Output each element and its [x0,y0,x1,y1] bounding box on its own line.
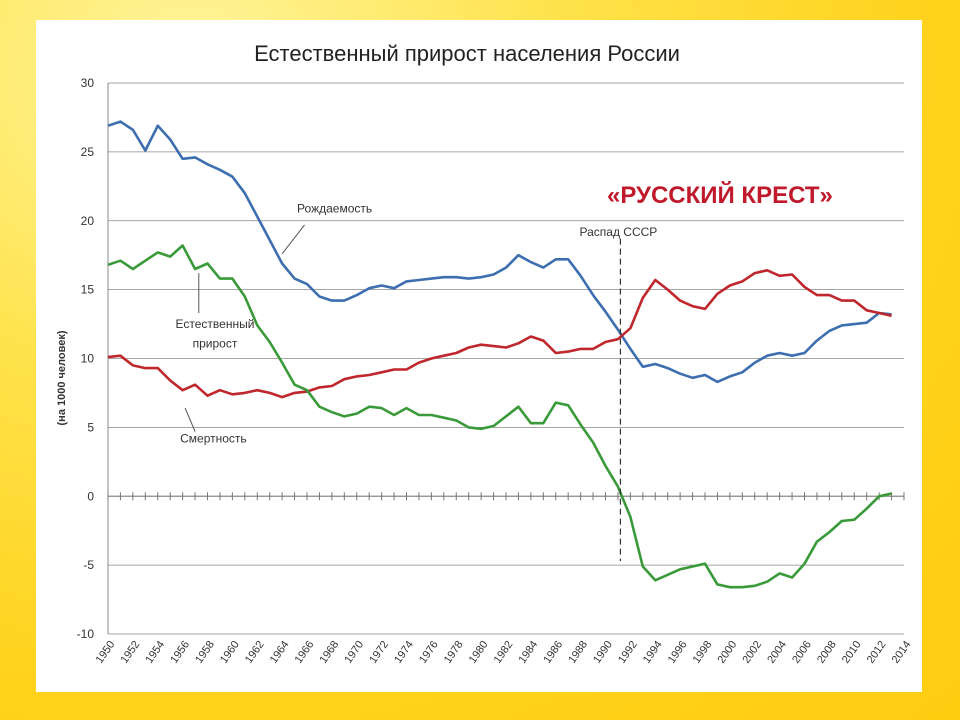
x-tick-label: 1966 [293,639,317,666]
x-tick-label: 2010 [840,639,864,666]
annotations: Распад СССР «РУССКИЙ КРЕСТ» Рождаемость … [176,181,833,561]
gridlines [108,82,904,635]
x-tick-label: 1964 [268,639,292,666]
natural-growth-chart: Естественный прирост населения России (н… [56,41,914,666]
ussr-collapse-label: Распад СССР [580,225,658,239]
x-tick-label: 1974 [392,639,416,666]
mortality-pointer [184,407,196,432]
death-line [107,269,892,399]
x-tick-label: 1968 [317,639,341,666]
x-tick-label: 1982 [492,639,516,666]
x-tick-label: 1962 [243,639,267,666]
birth-line [107,120,892,384]
natural-growth-label-line2: прирост [193,336,238,350]
y-tick-label: -5 [83,558,94,572]
x-tick-label: 1972 [367,639,391,666]
russian-cross-label: «РУССКИЙ КРЕСТ» [607,181,833,209]
x-tick-label: 1978 [442,639,466,666]
x-tick-label: 2014 [890,639,914,666]
x-tick-label: 2012 [865,639,889,666]
x-tick-label: 2004 [765,639,789,666]
x-tick-label: 2008 [815,639,839,666]
chart-title: Естественный прирост населения России [254,41,680,66]
y-tick-label: 15 [81,283,95,297]
y-tick-label: 10 [81,352,95,366]
y-axis-label: (на 1000 человек) [56,330,68,425]
birth-rate-label: Рождаемость [297,201,372,215]
x-tick-label: 1988 [566,639,590,666]
x-tick-label: 1952 [118,639,142,666]
mortality-label: Смертность [180,432,247,446]
y-tick-label: 30 [81,76,95,90]
y-tick-label: 0 [87,489,94,503]
birth-rate-pointer [281,224,305,255]
y-tick-label: 20 [81,214,95,228]
x-tick-label: 1998 [691,639,715,666]
y-tick-label: 5 [87,420,94,434]
x-tick-label: 1970 [342,639,366,666]
growth-line [107,244,892,589]
y-tick-label: -10 [77,627,95,641]
x-tick-label: 1950 [94,639,118,666]
x-tick-label: 1980 [467,639,491,666]
x-tick-label: 1990 [591,639,615,666]
x-tick-label: 1984 [516,639,540,666]
x-tick-label: 2006 [790,639,814,666]
x-tick-label: 1976 [417,639,441,666]
x-tick-label: 1954 [143,639,167,666]
x-tick-label: 1958 [193,639,217,666]
x-tick-label: 1996 [666,639,690,666]
x-tick-label: 2002 [740,639,764,666]
x-tick-label: 1956 [168,639,192,666]
x-tick-label: 1994 [641,639,665,666]
slide-frame: Естественный прирост населения России (н… [36,20,922,692]
y-tick-label: 25 [81,145,95,159]
natural-growth-label-line1: Естественный [176,317,255,331]
x-tick-label: 1960 [218,639,242,666]
x-tick-label: 1992 [616,639,640,666]
x-tick-label: 1986 [541,639,565,666]
series-lines [107,120,892,589]
x-tick-label: 2000 [715,639,739,666]
